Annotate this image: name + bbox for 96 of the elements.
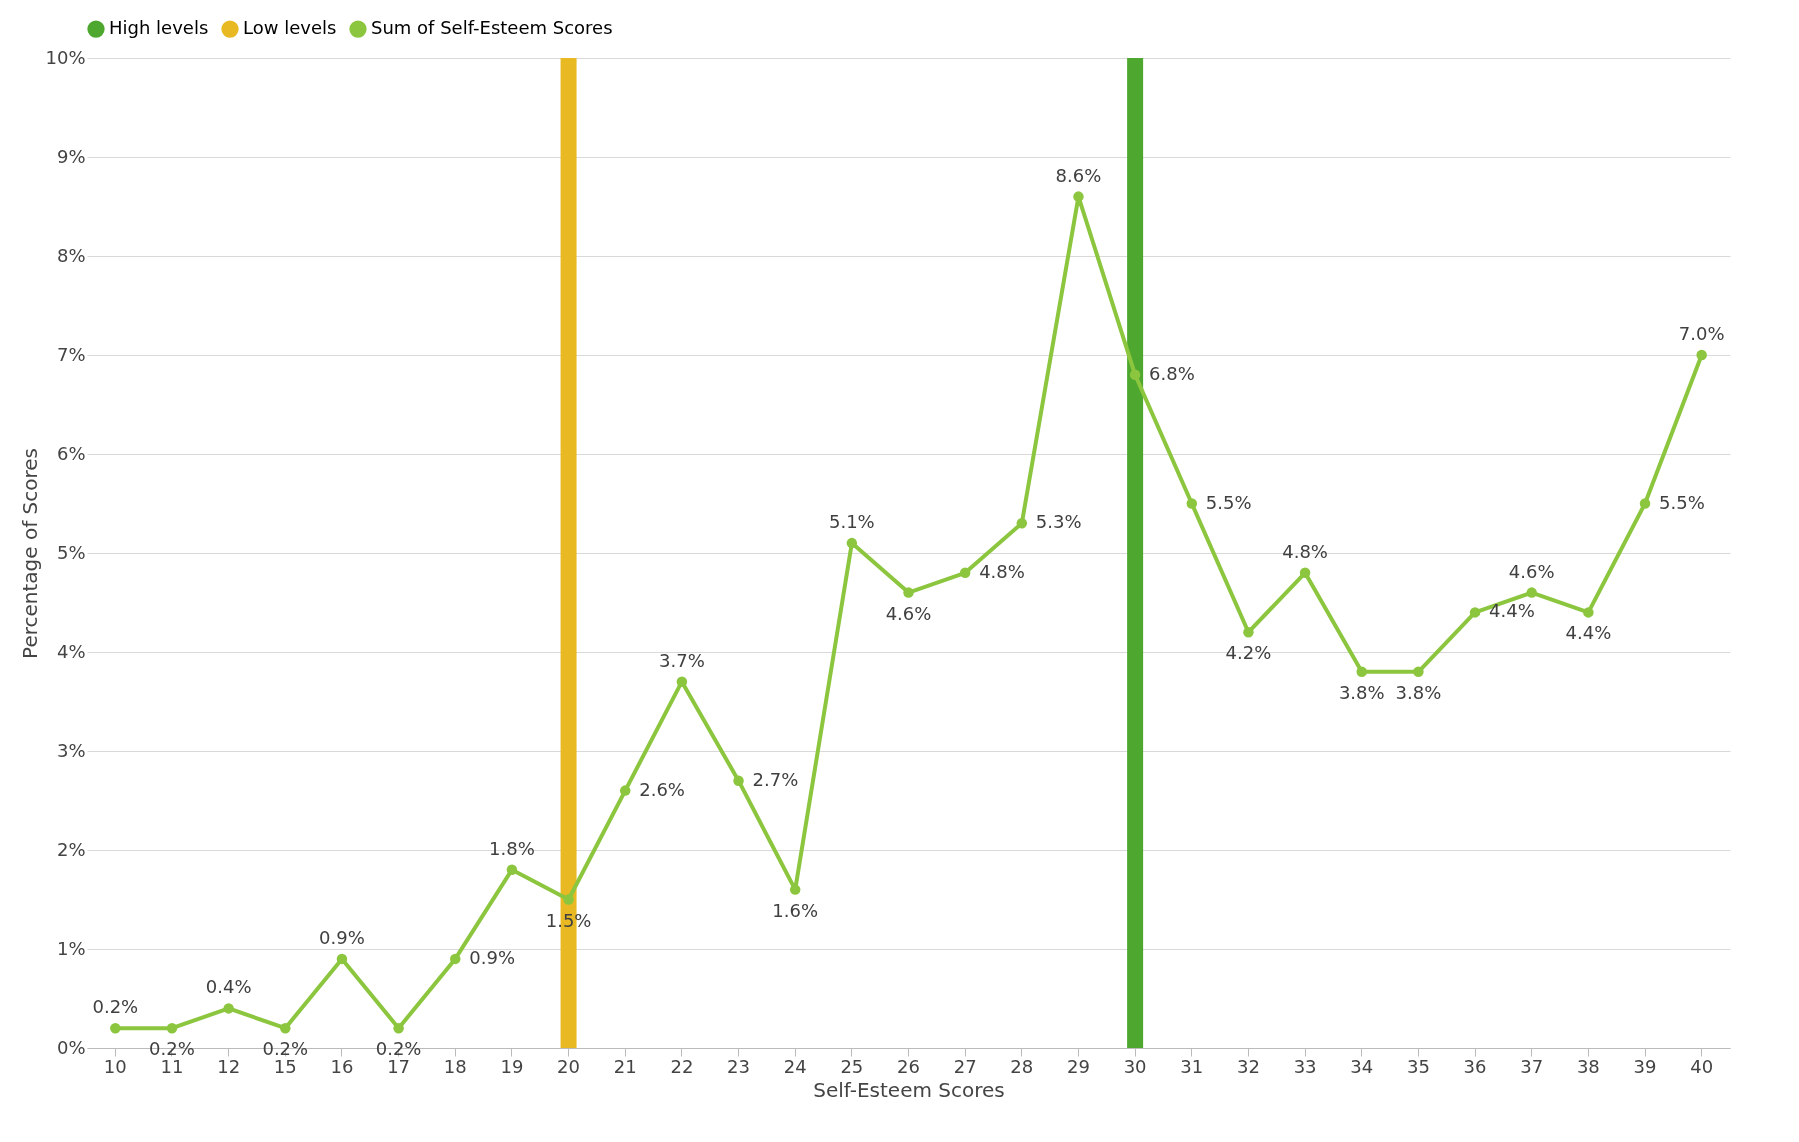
y-tick-label: 4% (56, 640, 86, 662)
data-label: 5.5% (1659, 491, 1705, 513)
data-label: 4.4% (1489, 600, 1535, 622)
point (733, 775, 744, 786)
y-tick-label: 10% (45, 46, 86, 68)
point (336, 953, 348, 965)
y-tick-label: 2% (56, 838, 86, 860)
point (1073, 191, 1084, 202)
y-tick-label: 9% (56, 145, 86, 167)
point (1526, 587, 1537, 598)
point (1356, 666, 1367, 678)
y-tick-label: 0% (56, 1036, 86, 1058)
x-tick-label: 37 (1520, 1055, 1544, 1077)
x-tick-label: 27 (953, 1055, 977, 1077)
data-label: 4.4% (1565, 622, 1612, 644)
point (1583, 607, 1594, 618)
point (846, 537, 858, 549)
data-label: 1.8% (489, 837, 535, 859)
data-label: 4.8% (979, 560, 1025, 582)
x-tick-label: 26 (897, 1055, 920, 1077)
x-tick-label: 23 (727, 1055, 750, 1077)
point (450, 953, 461, 965)
point (1413, 666, 1424, 678)
point (1129, 369, 1141, 381)
data-label: 5.3% (1035, 511, 1082, 533)
y-tick-label: 8% (56, 244, 86, 266)
point (223, 1003, 234, 1014)
data-label: 1.6% (772, 899, 819, 921)
x-tick-label: 32 (1236, 1055, 1260, 1077)
point (166, 1022, 178, 1034)
legend-label: Sum of Self-Esteem Scores (371, 17, 613, 39)
data-label: 4.8% (1282, 540, 1328, 562)
point (1469, 607, 1481, 618)
point (393, 1022, 404, 1034)
point (280, 1022, 291, 1034)
point (1639, 498, 1651, 509)
data-label: 0.4% (205, 976, 252, 998)
x-tick-label: 30 (1123, 1055, 1147, 1077)
data-label: 3.7% (659, 649, 705, 671)
x-tick-label: 16 (330, 1055, 354, 1077)
data-label: 5.5% (1205, 491, 1252, 513)
x-tick-label: 38 (1576, 1055, 1600, 1077)
data-label: 2.6% (639, 778, 685, 800)
x-tick-label: 34 (1350, 1055, 1374, 1077)
y-tick-label: 7% (56, 343, 86, 365)
y-tick-label: 3% (56, 739, 86, 761)
y-tick-label: 6% (56, 442, 86, 464)
x-tick-label: 39 (1633, 1055, 1657, 1077)
point (789, 884, 801, 895)
data-label: 0.9% (469, 946, 515, 968)
x-tick-label: 29 (1067, 1055, 1090, 1077)
point (676, 676, 688, 687)
data-label: 0.2% (92, 996, 139, 1018)
data-label: 5.1% (828, 511, 875, 533)
data-label: 4.2% (1225, 642, 1272, 664)
point (1696, 349, 1707, 361)
x-tick-label: 24 (783, 1055, 807, 1077)
point (110, 1022, 121, 1034)
x-tick-label: 31 (1180, 1055, 1204, 1077)
data-label: 3.8% (1338, 681, 1385, 703)
x-tick-label: 25 (840, 1055, 864, 1077)
legend-label: High levels (109, 17, 209, 39)
point (1016, 518, 1028, 529)
y-tick-label: 1% (56, 937, 86, 959)
x-tick-label: 22 (670, 1055, 694, 1077)
data-label: 4.6% (885, 602, 932, 624)
x-tick-label: 21 (613, 1055, 637, 1077)
legend-label: Low levels (243, 17, 337, 39)
point (959, 567, 971, 579)
y-tick-label: 5% (56, 541, 86, 563)
x-axis-title: Self-Esteem Scores (813, 1077, 1005, 1102)
point (1299, 567, 1311, 579)
point (619, 785, 631, 796)
data-label: 0.9% (319, 926, 365, 948)
data-label: 8.6% (1055, 164, 1102, 186)
x-tick-label: 20 (557, 1055, 581, 1077)
point (903, 587, 914, 598)
x-tick-label: 35 (1406, 1055, 1430, 1077)
x-tick-label: 19 (500, 1055, 524, 1077)
data-label: 2.7% (752, 768, 799, 790)
x-tick-label: 18 (443, 1055, 467, 1077)
point (1243, 626, 1254, 638)
data-label: 6.8% (1149, 362, 1195, 384)
point (506, 864, 518, 876)
y-axis-title: Percentage of Scores (18, 448, 43, 659)
data-label: 3.8% (1395, 681, 1442, 703)
x-tick-label: 28 (1010, 1055, 1034, 1077)
x-tick-label: 10 (103, 1055, 127, 1077)
x-tick-label: 36 (1463, 1055, 1487, 1077)
x-tick-label: 40 (1690, 1055, 1714, 1077)
x-tick-label: 12 (217, 1055, 241, 1077)
point (1186, 498, 1198, 509)
data-label: 4.6% (1508, 560, 1555, 582)
x-tick-label: 33 (1293, 1055, 1317, 1077)
point (563, 894, 574, 905)
data-label: 7.0% (1678, 323, 1725, 344)
